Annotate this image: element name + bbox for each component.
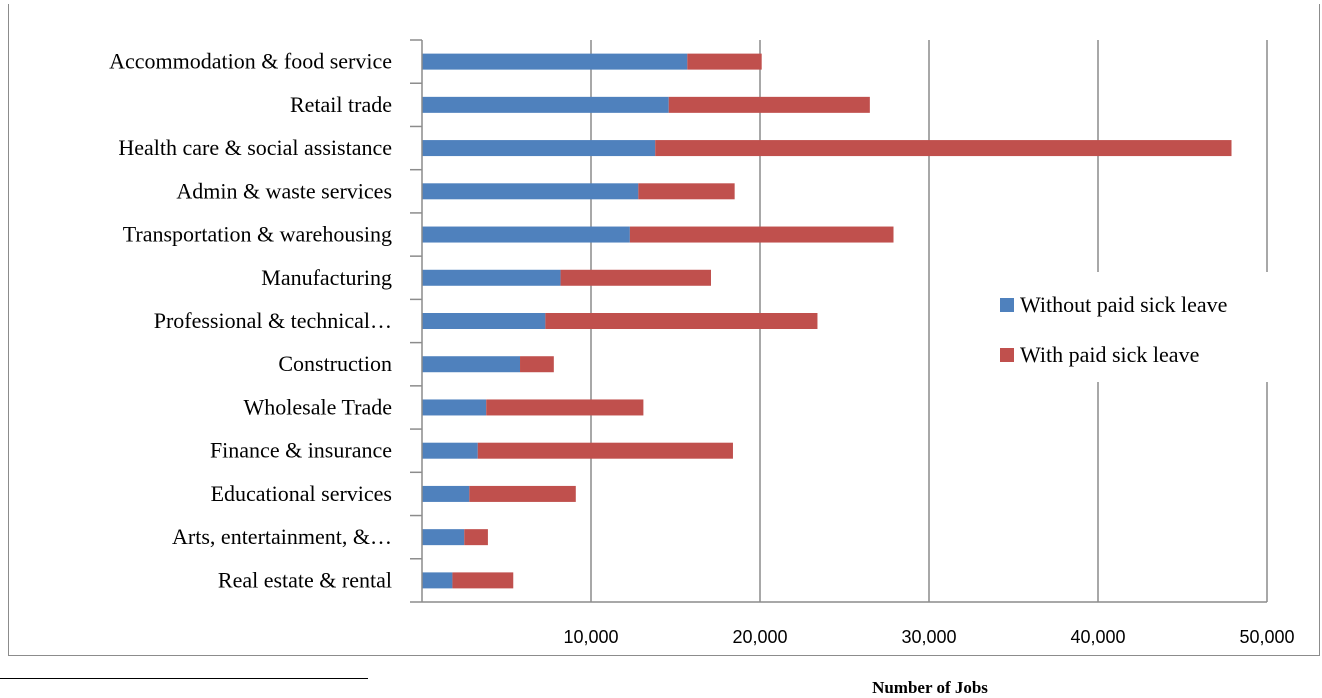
bar-with-0: [687, 53, 762, 70]
bar-without-4: [422, 226, 630, 243]
bar-without-2: [422, 140, 656, 157]
bar-with-12: [452, 572, 514, 589]
category-label: Construction: [278, 351, 392, 376]
bar-without-0: [422, 53, 688, 70]
bar-without-9: [422, 442, 478, 459]
bar-without-11: [422, 529, 465, 546]
chart-frame: [8, 4, 1320, 656]
category-label: Admin & waste services: [176, 178, 392, 203]
x-tick-label: 30,000: [901, 627, 956, 647]
bar-with-6: [545, 313, 818, 329]
category-label: Real estate & rental: [218, 567, 392, 592]
category-label: Accommodation & food service: [109, 49, 392, 74]
category-label: Finance & insurance: [210, 438, 392, 463]
category-label: Educational services: [211, 481, 392, 506]
category-label: Retail trade: [290, 92, 392, 117]
bar-without-1: [422, 96, 669, 113]
bar-with-8: [486, 399, 644, 416]
bar-without-8: [422, 399, 487, 416]
tick-labels: 10,000 20,000 30,000 40,000 50,000: [563, 627, 1294, 647]
bar-with-10: [469, 485, 576, 502]
category-label: Manufacturing: [261, 265, 392, 290]
bar-without-6: [422, 313, 546, 329]
legend-label-0: Without paid sick leave: [1020, 292, 1227, 317]
bars: [422, 53, 1232, 589]
bar-with-7: [520, 356, 554, 373]
bar-with-9: [477, 442, 733, 459]
legend-label-1: With paid sick leave: [1020, 342, 1199, 367]
category-label: Professional & technical…: [154, 308, 392, 333]
bar-with-4: [629, 226, 894, 243]
x-tick-label: 50,000: [1239, 627, 1294, 647]
legend-box: [986, 272, 1312, 382]
category-label: Transportation & warehousing: [123, 222, 392, 247]
bar-with-1: [668, 96, 870, 113]
legend: Without paid sick leave With paid sick le…: [986, 272, 1312, 382]
bar-without-3: [422, 183, 639, 200]
bar-with-3: [638, 183, 735, 200]
bar-with-2: [655, 140, 1232, 157]
footnote-rule: [0, 678, 368, 679]
x-axis-label: Number of Jobs: [872, 678, 988, 697]
category-labels: Accommodation & food service Retail trade…: [109, 49, 392, 593]
legend-swatch-1: [1000, 348, 1014, 362]
x-tick-label: 10,000: [563, 627, 618, 647]
axes: [410, 39, 1267, 603]
category-label: Arts, entertainment, &…: [172, 524, 392, 549]
legend-swatch-0: [1000, 298, 1014, 312]
bar-without-5: [422, 269, 561, 286]
bar-with-5: [560, 269, 711, 286]
category-label: Health care & social assistance: [118, 135, 392, 160]
bar-with-11: [464, 529, 488, 546]
x-tick-label: 20,000: [732, 627, 787, 647]
bar-without-7: [422, 356, 521, 373]
bar-without-12: [422, 572, 453, 589]
bar-without-10: [422, 485, 470, 502]
category-label: Wholesale Trade: [244, 394, 392, 419]
x-tick-label: 40,000: [1070, 627, 1125, 647]
